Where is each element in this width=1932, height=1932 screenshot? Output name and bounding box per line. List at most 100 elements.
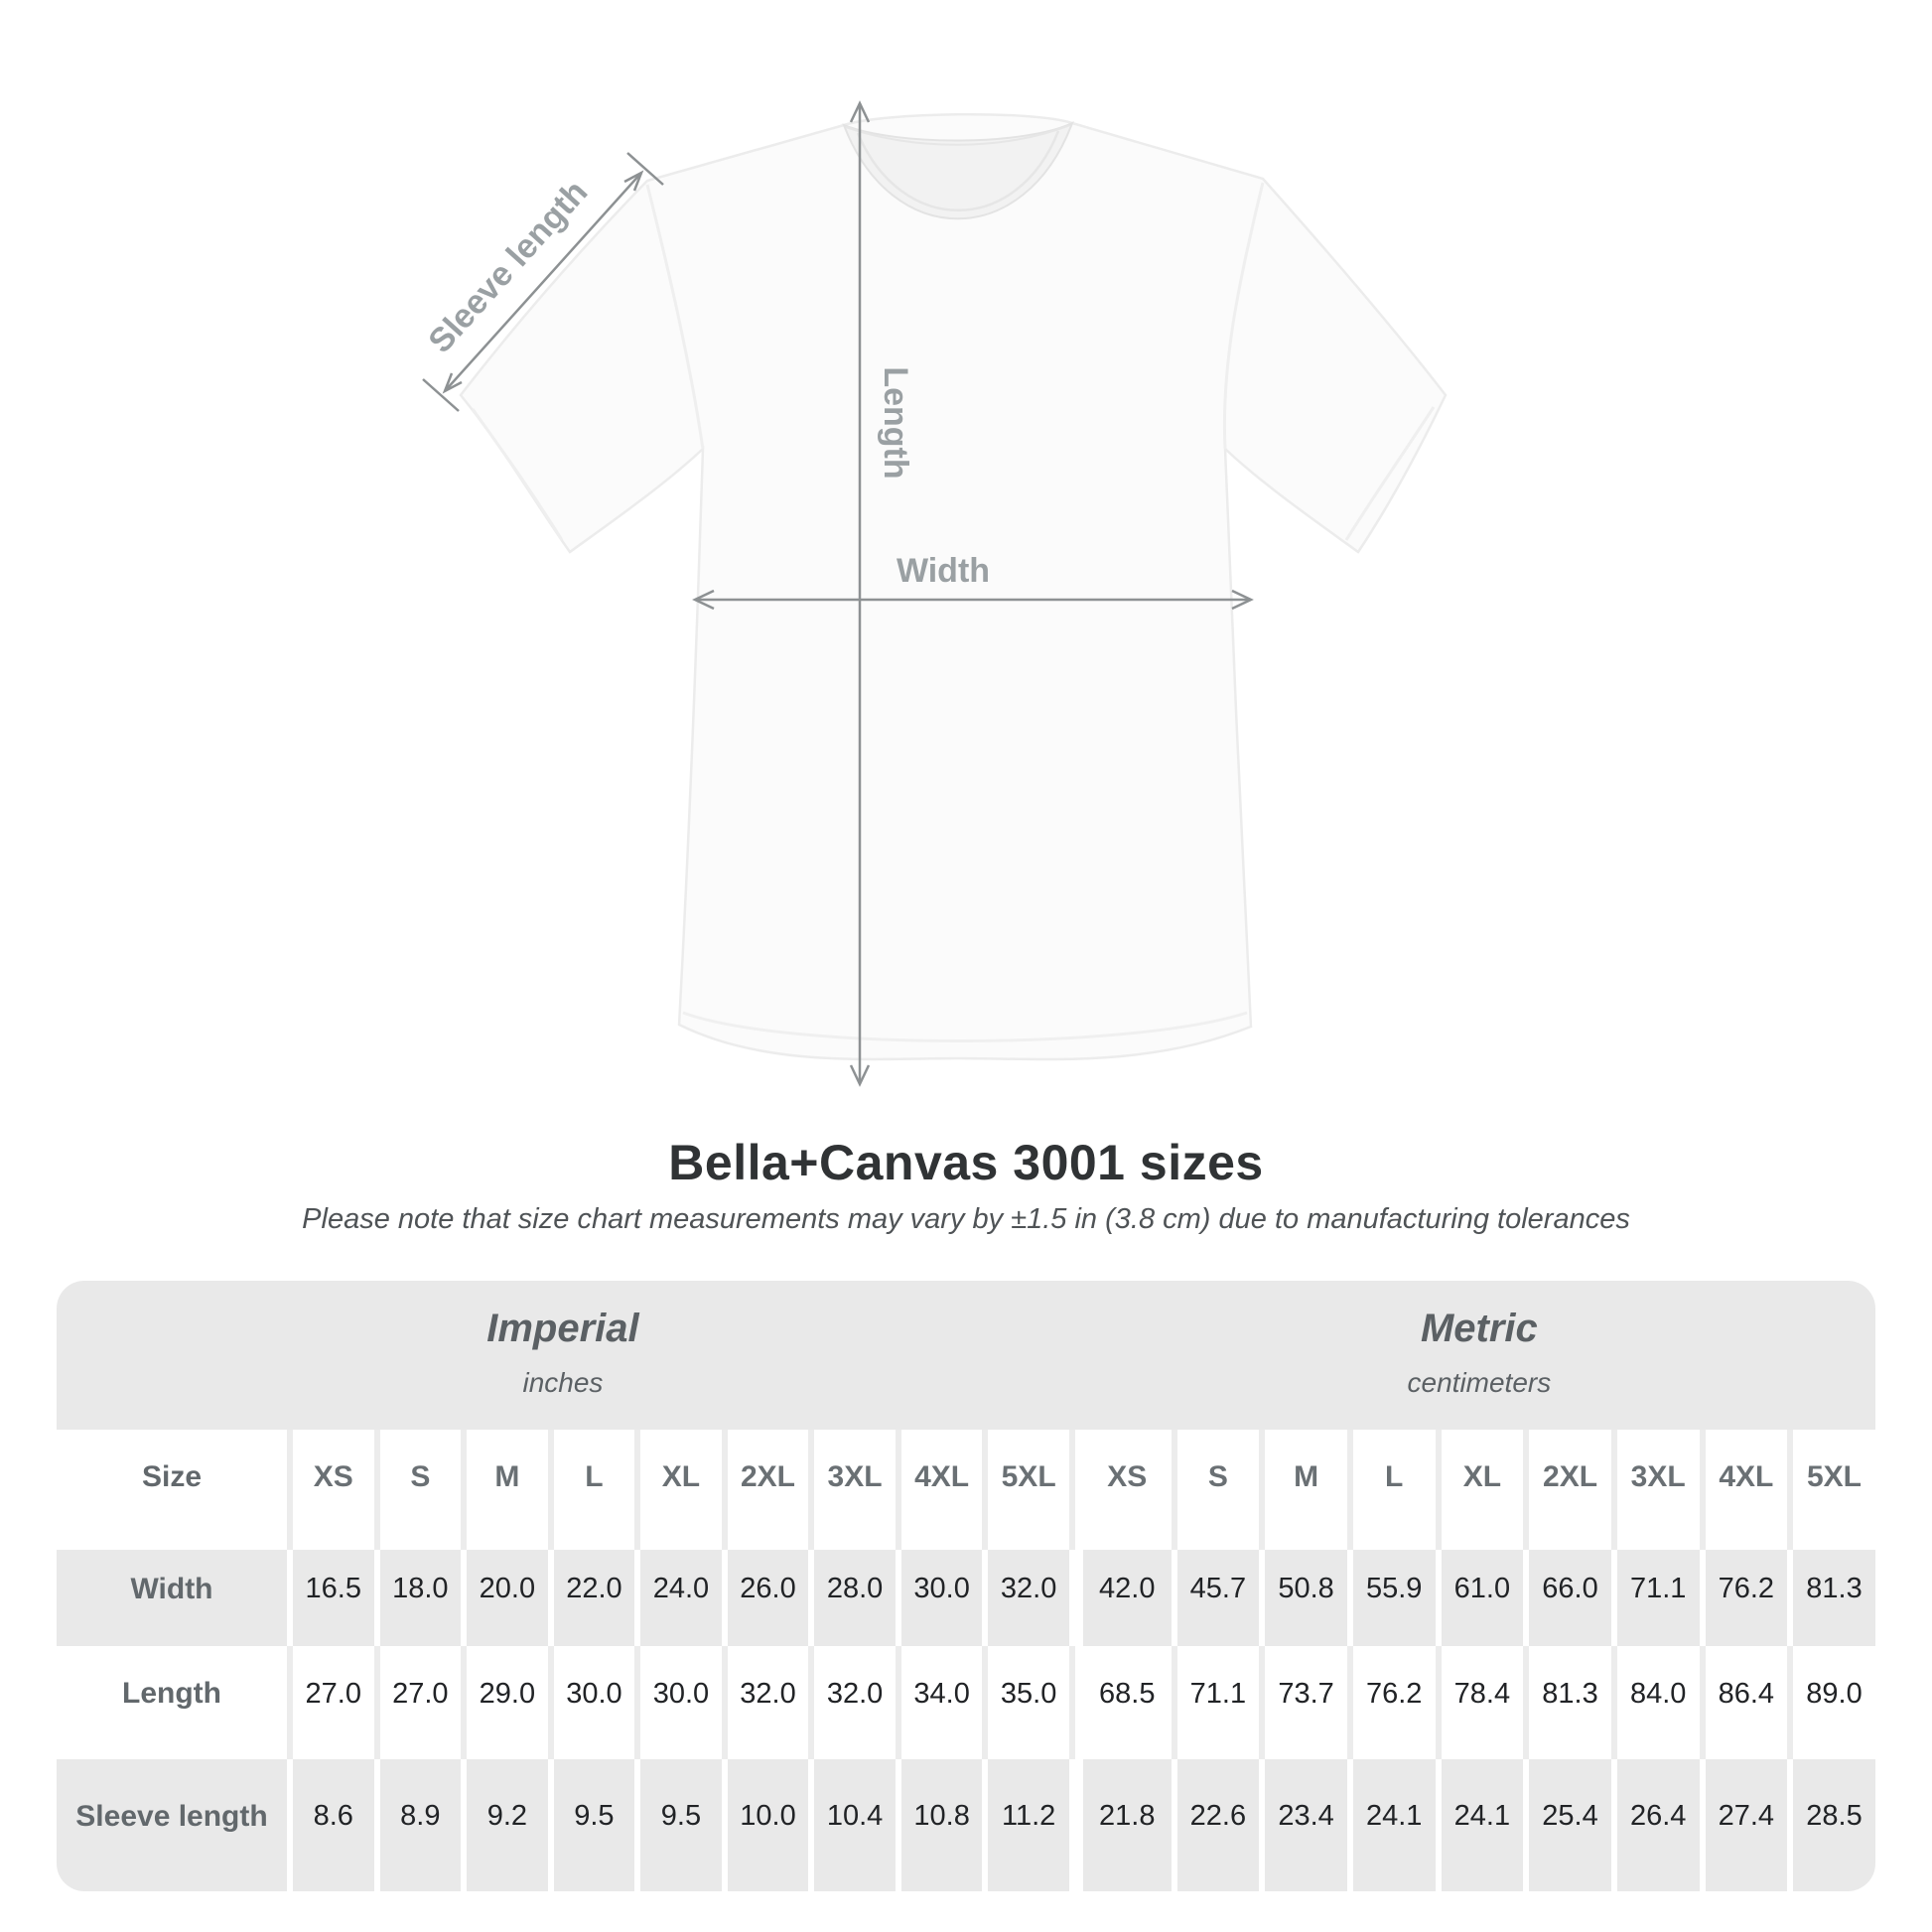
metric-value: 76.2: [1699, 1550, 1788, 1646]
collar-opening: [842, 121, 1074, 220]
row-label: Length: [122, 1677, 221, 1710]
metric-value: 27.4: [1699, 1759, 1788, 1891]
imperial-value: 10.4: [808, 1759, 896, 1891]
imperial-value: 32.0: [721, 1646, 809, 1759]
metric-value: 23.4: [1259, 1759, 1347, 1891]
imperial-value: 11.2: [982, 1759, 1069, 1891]
page-subtitle: Please note that size chart measurements…: [302, 1203, 1630, 1235]
imperial-value: 30.0: [547, 1646, 635, 1759]
imperial-group-label: Imperial: [486, 1307, 639, 1350]
tshirt-measurement-diagram: Width Length Sleeve length: [421, 100, 1448, 1087]
metric-value: 26.4: [1610, 1759, 1700, 1891]
collar-inner-seam: [856, 130, 1060, 211]
metric-value: 42.0: [1082, 1550, 1172, 1646]
size-col-header-metric: 5XL: [1787, 1430, 1875, 1550]
right-cuff-stitch: [1344, 406, 1436, 541]
length-arrow: [849, 100, 871, 1087]
metric-value: 24.1: [1435, 1759, 1524, 1891]
imperial-value: 35.0: [982, 1646, 1069, 1759]
group-gap: [1068, 1430, 1083, 1550]
imperial-value: 9.2: [461, 1759, 548, 1891]
size-col-header-imperial: 4XL: [895, 1430, 983, 1550]
metric-value: 73.7: [1259, 1646, 1347, 1759]
size-col-header-metric: XS: [1107, 1459, 1148, 1493]
imperial-value: 28.0: [808, 1550, 896, 1646]
size-col-header-metric: 2XL: [1523, 1430, 1611, 1550]
sleeve-length-arrow: [422, 152, 664, 412]
imperial-value: 18.0: [373, 1550, 462, 1646]
metric-value: 45.7: [1171, 1550, 1260, 1646]
collar-back-seam: [845, 124, 1071, 146]
right-sleeve-seam: [1222, 182, 1265, 450]
row-label: Width: [57, 1550, 287, 1646]
size-col-header-metric: XL: [1435, 1430, 1524, 1550]
metric-value: 78.4: [1435, 1646, 1524, 1759]
size-col-header-imperial: 3XL: [808, 1430, 896, 1550]
metric-value: 76.2: [1346, 1646, 1436, 1759]
size-col-header-imperial: M: [461, 1430, 548, 1550]
imperial-value: 20.0: [461, 1550, 548, 1646]
size-col-header-imperial: XL: [634, 1430, 722, 1550]
imperial-group-unit: inches: [522, 1367, 604, 1398]
size-col-header-metric: S: [1171, 1430, 1260, 1550]
metric-value: 68.5: [1099, 1677, 1156, 1710]
imperial-value: 9.5: [547, 1759, 635, 1891]
length-label: Length: [877, 366, 914, 479]
size-header-row: Size XS S M L XL 2XL 3XL 4XL 5XL XS S M L XL 2XL 3XL 4XL 5…: [57, 1430, 1875, 1550]
left-cuff-stitch: [471, 408, 564, 541]
imperial-value: 32.0: [808, 1646, 896, 1759]
size-col-header-imperial: 5XL: [982, 1430, 1069, 1550]
metric-group-unit: centimeters: [1407, 1367, 1552, 1398]
imperial-value: 9.5: [634, 1759, 722, 1891]
imperial-value: 8.9: [373, 1759, 462, 1891]
left-sleeve-seam: [645, 184, 705, 450]
tshirt-body: [459, 112, 1448, 1061]
metric-value: 22.6: [1171, 1759, 1260, 1891]
metric-value: 25.4: [1523, 1759, 1611, 1891]
size-col-header-imperial: 2XL: [721, 1430, 809, 1550]
imperial-group-header: Imperial inches: [57, 1281, 1069, 1430]
imperial-value: 10.8: [895, 1759, 983, 1891]
size-col-header-metric: 4XL: [1699, 1430, 1788, 1550]
imperial-value: 27.0: [373, 1646, 462, 1759]
size-col-header-metric: 3XL: [1610, 1430, 1700, 1550]
size-col-header-imperial: S: [373, 1430, 462, 1550]
metric-value: 71.1: [1171, 1646, 1260, 1759]
metric-value: 55.9: [1346, 1550, 1436, 1646]
metric-value: 71.1: [1610, 1550, 1700, 1646]
group-gap: [1068, 1759, 1083, 1891]
size-col-header-imperial: XS: [287, 1430, 374, 1550]
size-table: Imperial inches Metric centimeters Size X…: [57, 1281, 1875, 1891]
metric-value: 24.1: [1346, 1759, 1436, 1891]
table-row-length: Length 27.0 27.0 29.0 30.0 30.0 32.0 32.0 34.0 35…: [57, 1646, 1875, 1759]
metric-value: 81.3: [1523, 1646, 1611, 1759]
metric-value: 50.8: [1259, 1550, 1347, 1646]
metric-group-label: Metric: [1420, 1307, 1538, 1350]
metric-value: 89.0: [1787, 1646, 1875, 1759]
metric-value: 84.0: [1610, 1646, 1700, 1759]
size-col-header-metric: L: [1346, 1430, 1436, 1550]
imperial-value: 24.0: [634, 1550, 722, 1646]
imperial-value: 30.0: [895, 1550, 983, 1646]
imperial-value: 27.0: [287, 1646, 374, 1759]
metric-value: 28.5: [1787, 1759, 1875, 1891]
imperial-value: 29.0: [461, 1646, 548, 1759]
size-col-header-imperial: L: [547, 1430, 635, 1550]
metric-value: 61.0: [1435, 1550, 1524, 1646]
imperial-value: 8.6: [287, 1759, 374, 1891]
group-gap: [1068, 1646, 1083, 1759]
metric-value: 86.4: [1699, 1646, 1788, 1759]
metric-value: 21.8: [1082, 1759, 1172, 1891]
table-row-sleeve-length: Sleeve length 8.6 8.9 9.2 9.5 9.5 10.0 10.4 10.8…: [57, 1759, 1875, 1891]
metric-value: 66.0: [1523, 1550, 1611, 1646]
table-row-width: Width 16.5 18.0 20.0 22.0 24.0 26.0 28.0 30.0 32.…: [57, 1550, 1875, 1646]
imperial-value: 30.0: [634, 1646, 722, 1759]
group-gap: [1068, 1550, 1083, 1646]
imperial-value: 34.0: [895, 1646, 983, 1759]
corner-label: Size: [141, 1459, 203, 1493]
metric-group-header: Metric centimeters: [1083, 1281, 1875, 1430]
size-col-header-metric: M: [1259, 1430, 1347, 1550]
width-label: Width: [897, 552, 990, 590]
imperial-value: 32.0: [982, 1550, 1069, 1646]
page-title: Bella+Canvas 3001 sizes: [668, 1135, 1264, 1190]
